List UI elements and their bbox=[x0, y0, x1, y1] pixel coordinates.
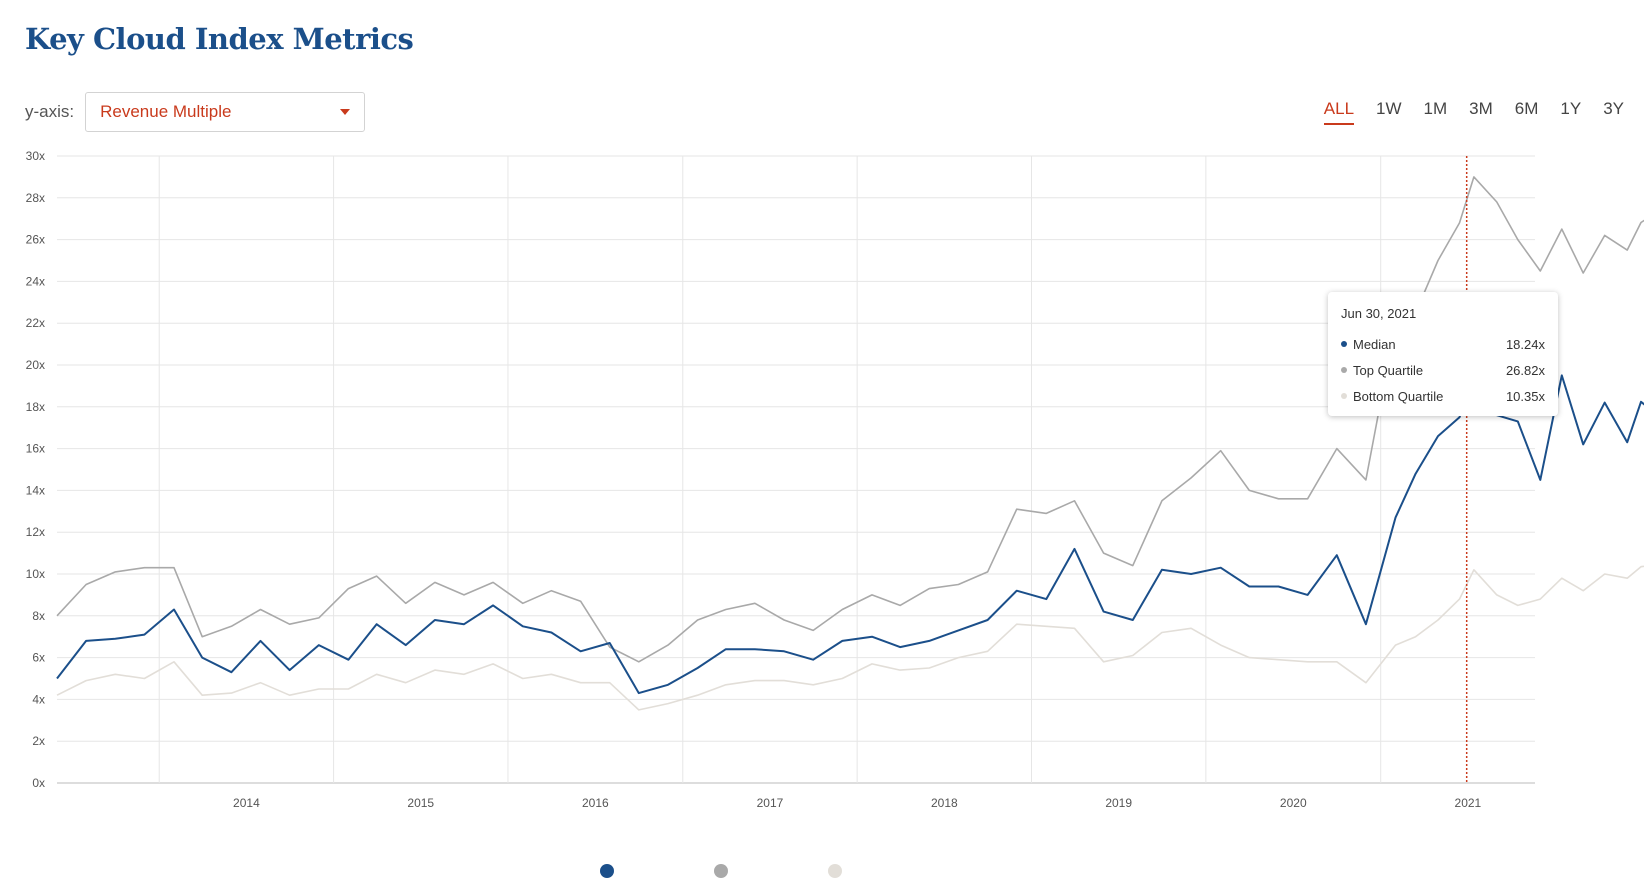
tooltip-series-value: 26.82x bbox=[1505, 362, 1545, 378]
range-1y[interactable]: 1Y bbox=[1560, 99, 1582, 118]
tooltip-date: Jun 30, 2021 bbox=[1341, 306, 1417, 321]
x-tick-label: 2014 bbox=[233, 796, 260, 810]
caret-down-icon bbox=[340, 109, 351, 115]
line-chart[interactable]: 0x 2x 4x 6x 8x 10x 12x 14x 16x 18x 20x 22x 24x 26x 28x… bbox=[0, 150, 1644, 865]
y-tick-label: 6x bbox=[32, 651, 45, 665]
legend-median-swatch[interactable] bbox=[600, 864, 614, 878]
yaxis-metric-select[interactable]: Revenue Multiple bbox=[85, 92, 366, 132]
tooltip-series-value: 10.35x bbox=[1505, 388, 1545, 404]
bottom-quartile-dot-icon bbox=[1341, 393, 1347, 399]
x-tick-label: 2016 bbox=[582, 796, 609, 810]
y-tick-label: 16x bbox=[26, 442, 45, 456]
y-tick-label: 20x bbox=[26, 358, 45, 372]
y-tick-label: 8x bbox=[32, 609, 45, 623]
range-3m[interactable]: 3M bbox=[1469, 99, 1493, 118]
x-tick-label: 2019 bbox=[1105, 796, 1132, 810]
tooltip-series-name: Bottom Quartile bbox=[1353, 388, 1444, 404]
y-tick-label: 2x bbox=[32, 734, 45, 748]
legend-top-quartile-swatch[interactable] bbox=[714, 864, 728, 878]
time-range-selector: ALL 1W 1M 3M 6M 1Y 3Y bbox=[1302, 99, 1624, 125]
x-tick-label: 2021 bbox=[1455, 796, 1482, 810]
y-tick-label: 4x bbox=[32, 692, 45, 706]
y-tick-label: 0x bbox=[32, 776, 45, 790]
y-tick-label: 22x bbox=[26, 316, 45, 330]
y-tick-label: 28x bbox=[26, 191, 45, 205]
y-tick-label: 26x bbox=[26, 233, 45, 247]
tooltip-row-bottom-quartile: Bottom Quartile 10.35x bbox=[1341, 383, 1545, 409]
y-tick-label: 18x bbox=[26, 400, 45, 414]
range-6m[interactable]: 6M bbox=[1514, 99, 1539, 118]
x-tick-label: 2017 bbox=[757, 796, 784, 810]
range-1m[interactable]: 1M bbox=[1423, 99, 1448, 118]
tooltip-row-top-quartile: Top Quartile 26.82x bbox=[1341, 357, 1545, 383]
page-title: Key Cloud Index Metrics bbox=[25, 22, 414, 56]
legend-bottom-quartile-swatch[interactable] bbox=[828, 864, 842, 878]
tooltip-series-name: Top Quartile bbox=[1353, 362, 1424, 378]
range-all[interactable]: ALL bbox=[1323, 99, 1355, 125]
tooltip-series-value: 18.24x bbox=[1505, 336, 1545, 352]
legend bbox=[600, 864, 842, 878]
y-tick-label: 14x bbox=[26, 483, 45, 497]
yaxis-control: y-axis: Revenue Multiple bbox=[25, 91, 366, 133]
series-line-bottom-quartile bbox=[56, 565, 1644, 711]
range-1w[interactable]: 1W bbox=[1376, 99, 1402, 118]
series-line-top-quartile bbox=[56, 176, 1644, 663]
series-line-median bbox=[56, 374, 1644, 695]
y-tick-label: 12x bbox=[26, 525, 45, 539]
y-tick-label: 24x bbox=[26, 274, 45, 288]
yaxis-metric-value: Revenue Multiple bbox=[100, 102, 232, 121]
top-quartile-dot-icon bbox=[1341, 367, 1347, 373]
y-tick-label: 30x bbox=[26, 150, 45, 163]
y-tick-label: 10x bbox=[26, 567, 45, 581]
x-tick-label: 2018 bbox=[931, 796, 958, 810]
yaxis-label: y-axis: bbox=[25, 102, 75, 121]
chart-tooltip: Jun 30, 2021 Median 18.24x Top Quartile … bbox=[1328, 292, 1558, 416]
x-tick-label: 2020 bbox=[1280, 796, 1307, 810]
x-tick-label: 2015 bbox=[407, 796, 434, 810]
tooltip-series-name: Median bbox=[1353, 336, 1396, 352]
tooltip-row-median: Median 18.24x bbox=[1341, 331, 1545, 357]
median-dot-icon bbox=[1341, 341, 1347, 347]
range-3y[interactable]: 3Y bbox=[1603, 99, 1624, 118]
